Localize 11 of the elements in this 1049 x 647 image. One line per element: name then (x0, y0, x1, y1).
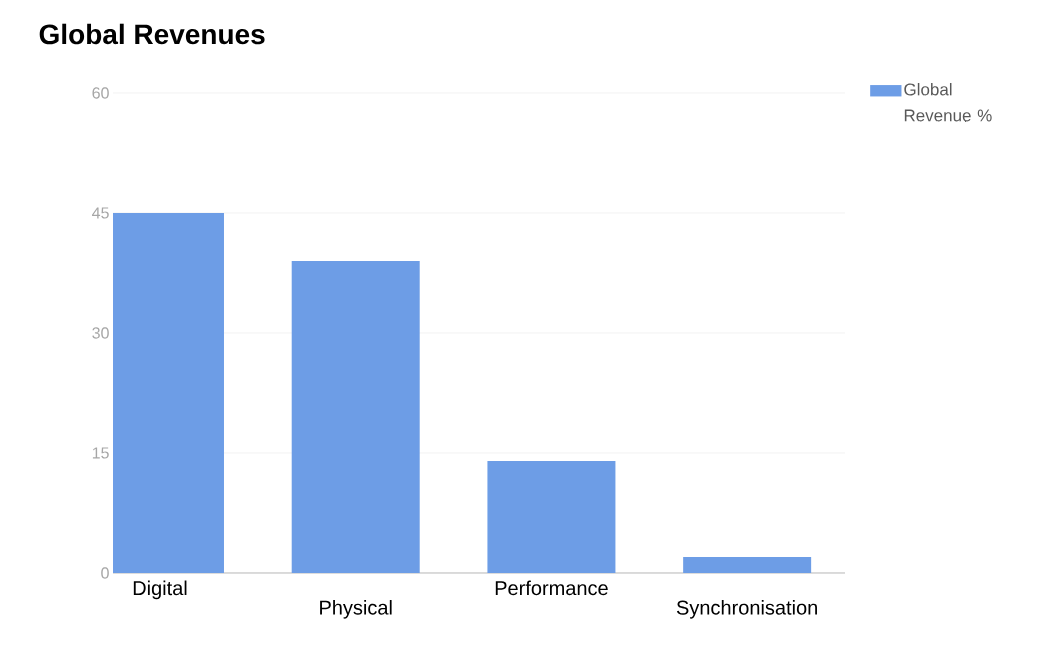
x-tick-label: Physical (320, 600, 392, 619)
x-tick-label: Digital (133, 580, 187, 600)
y-tick-label: 30 (92, 327, 109, 339)
x-tick-label: Performance (495, 580, 608, 596)
y-tick-label: 0 (101, 567, 109, 579)
y-tick-label: 60 (92, 87, 109, 99)
y-tick-label: 45 (92, 207, 109, 219)
chart-title: Global Revenues (39, 23, 265, 45)
x-tick-label: Synchronisation (676, 600, 817, 619)
legend-label: Global Revenue % (904, 83, 992, 122)
y-tick-label: 15 (92, 447, 109, 459)
